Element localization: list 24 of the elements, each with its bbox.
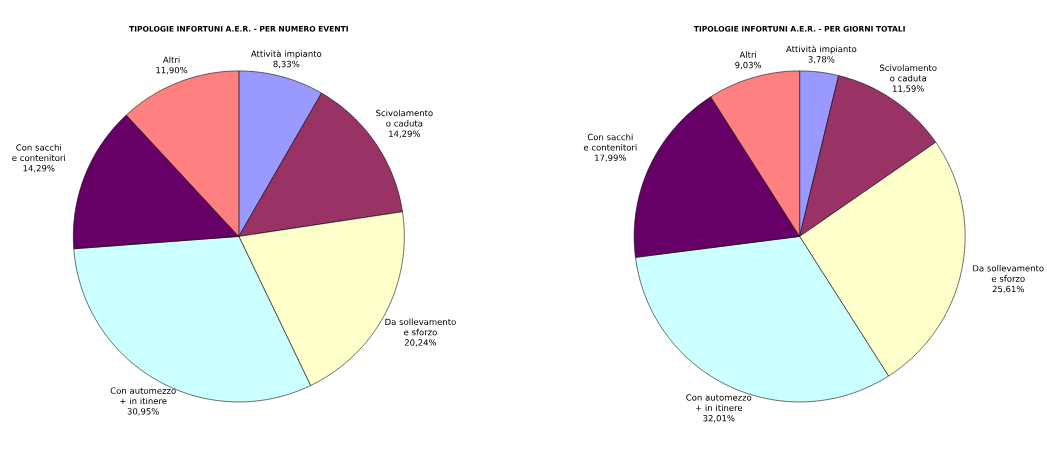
slice-label: Da sollevamento e sforzo bbox=[973, 264, 1044, 282]
slice-label: Con automezzo + in itinere bbox=[110, 387, 176, 405]
data-label: 11,59% bbox=[892, 85, 924, 93]
data-label: 14,29% bbox=[389, 130, 421, 138]
slice-label: Con automezzo + in itinere bbox=[686, 394, 752, 411]
slice-label: Scivolamento o caduta bbox=[880, 64, 937, 82]
data-label: 9,03% bbox=[735, 61, 762, 70]
data-label: 32,01% bbox=[703, 414, 735, 423]
data-label: 11,90% bbox=[156, 66, 188, 75]
slice-label: Altri bbox=[162, 56, 180, 63]
data-label: 20,24% bbox=[404, 339, 437, 347]
data-label: 3,78% bbox=[808, 56, 835, 64]
slice-label: Da sollevamento e sforzo bbox=[385, 318, 456, 336]
data-label: 25,61% bbox=[992, 285, 1024, 293]
slice-label: Altri bbox=[739, 51, 757, 58]
slice-label: Attività impianto bbox=[250, 49, 322, 59]
slice-label: Con sacchi e contenitori bbox=[583, 133, 637, 151]
data-label: 30,95% bbox=[127, 408, 159, 416]
data-label: 17,99% bbox=[595, 154, 627, 162]
data-label: 8,33% bbox=[273, 60, 300, 69]
slice-label: Attività impianto bbox=[786, 45, 857, 54]
slice-label: Scivolamento o caduta bbox=[376, 109, 433, 127]
slice-label: Con sacchi e contenitori bbox=[12, 144, 65, 161]
data-label: 14,29% bbox=[23, 164, 55, 173]
